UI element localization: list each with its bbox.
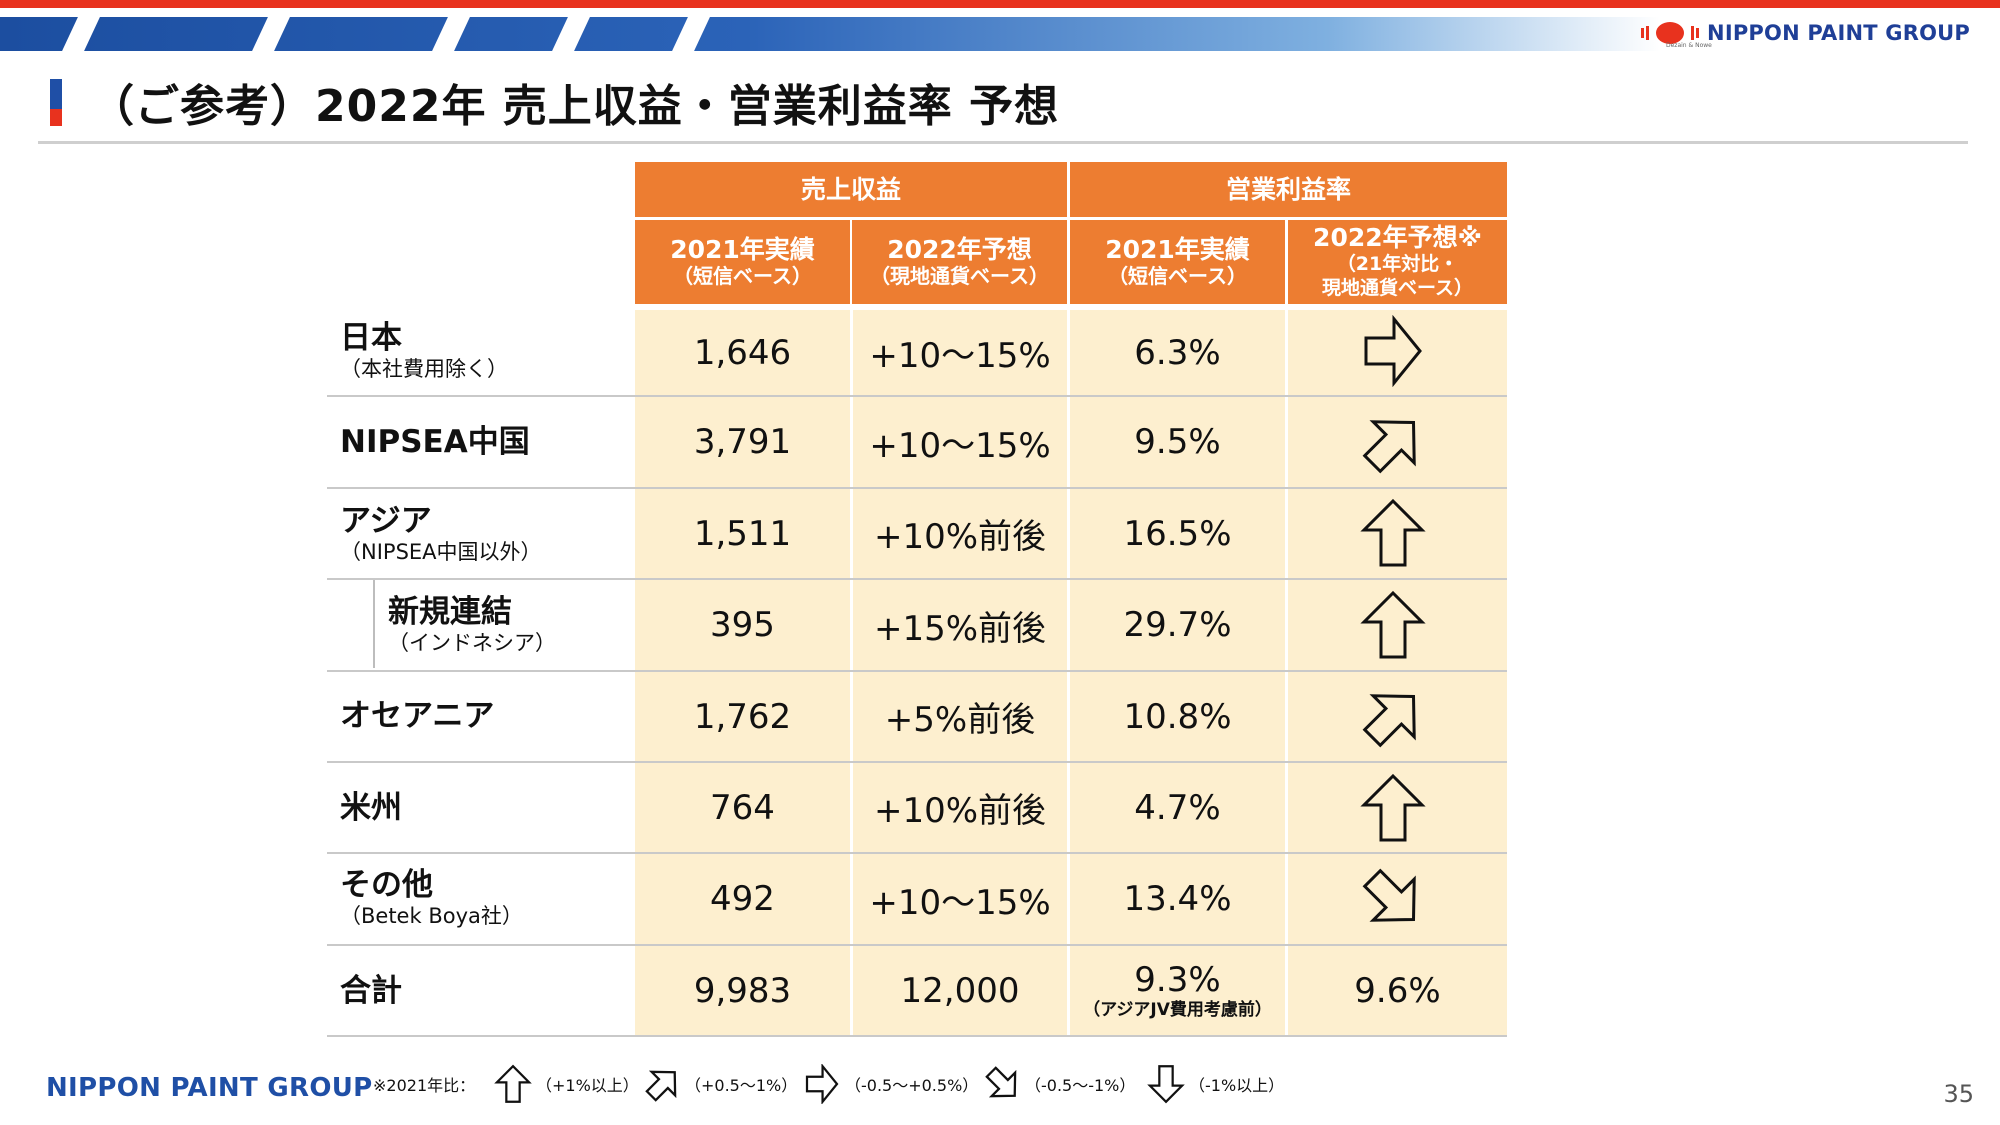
cell-new-rev2021: 395 [710,605,775,645]
right-arrow-icon [1364,315,1422,387]
down-right-arrow-icon [985,1066,1017,1098]
brand-logo-icon [1639,20,1701,46]
cell-japan-rev2022: +10～15% [869,336,1051,376]
down-right-arrow-icon [1362,868,1416,922]
up-arrow-icon [1360,498,1426,567]
page-title: （ご参考）2022年 売上収益・営業利益率 予想 [90,81,1060,132]
cell-oceania-rev2021: 1,762 [693,696,792,737]
up-arrow-icon [1360,590,1426,659]
legend-item-down-right: （-0.5～-1%） [983,1063,1135,1105]
subregion-indent-line [373,580,375,668]
cell-japan-op2021: 6.3% [1134,332,1221,373]
cell-total-rev2021: 9,983 [693,970,792,1011]
cell-americas-rev2022: +10%前後 [873,791,1047,831]
page-number: 35 [1943,1080,1974,1108]
col-header-op-2022: 2022年予想※ （21年対比・ 現地通貨ベース） [1288,220,1507,304]
cell-asia-op2021: 16.5% [1123,513,1232,554]
row-label-asia: アジア （NIPSEA中国以外） [340,503,542,564]
row-label-americas: 米州 [340,790,402,826]
row-label-new-consolidation: 新規連結 （インドネシア） [388,594,556,655]
cell-americas-rev2021: 764 [710,787,775,828]
cell-others-rev2022: +10～15% [869,882,1051,923]
total-op2021-value: 9.3% [1134,959,1221,1000]
row-label-others: その他 （Betek Boya社） [340,867,523,928]
cell-total-op2022: 9.6% [1354,970,1441,1011]
cell-new-op2021: 29.7% [1123,605,1232,645]
column-separator [850,310,853,1037]
footer-brand: NIPPON PAINT GROUP [46,1073,373,1103]
total-op2021-note: （アジアJV費用考慮前） [1083,999,1272,1020]
cell-oceania-rev2022: +5%前後 [884,700,1036,740]
up-right-arrow-icon [645,1070,677,1102]
cell-others-rev2021: 492 [710,879,775,919]
column-separator [1067,310,1070,1037]
cell-japan-rev2021: 1,646 [693,332,792,373]
cell-nipsea-op2021: 9.5% [1134,422,1221,462]
col-header-rev-2022: 2022年予想 （現地通貨ベース） [852,220,1067,304]
legend-item-up-right: （+0.5～1%） [643,1063,797,1105]
title-marker [50,79,62,126]
row-separator [327,852,1507,854]
header-revenue: 売上収益 [635,162,1067,217]
column-separator [1285,310,1288,1037]
up-right-arrow-icon [1362,420,1416,474]
cell-new-rev2022: +15%前後 [873,608,1047,649]
row-separator [327,944,1507,946]
brand-subtext: Dezain & Nowe [1666,42,1712,49]
cell-nipsea-rev2021: 3,791 [693,422,792,462]
down-arrow-icon [1147,1065,1185,1104]
row-label-oceania: オセアニア [340,698,495,734]
cell-total-op2021: 9.3% （アジアJV費用考慮前） [1070,946,1285,1035]
legend-item-right: （-0.5～+0.5%） [801,1063,978,1105]
header-brand: NIPPON PAINT GROUP [1639,20,1970,46]
legend-item-down: （-1%以上） [1145,1063,1284,1105]
up-right-arrow-icon [1362,694,1416,748]
col-header-rev-2021: 2021年実績 （短信ベース） [635,220,850,304]
row-label-total: 合計 [340,973,402,1009]
row-separator [327,395,1507,397]
up-arrow-icon [494,1064,532,1103]
table-bottom-rule [327,1035,1507,1037]
header-brand-text: NIPPON PAINT GROUP [1707,21,1970,45]
row-label-nipsea-china: NIPSEA中国 [340,424,530,460]
cell-others-op2021: 13.4% [1123,879,1232,919]
cell-asia-rev2022: +10%前後 [873,517,1047,557]
legend-prefix: ※2021年比： [373,1076,476,1095]
cell-oceania-op2021: 10.8% [1123,696,1232,737]
up-arrow-icon [1360,773,1426,842]
cell-americas-op2021: 4.7% [1134,787,1221,828]
row-separator [327,578,1507,580]
cell-nipsea-rev2022: +10～15% [869,425,1051,466]
table-body-background [635,310,1507,1037]
col-header-op-2021: 2021年実績 （短信ベース） [1070,220,1285,304]
top-red-bar [0,0,2000,8]
row-separator [327,670,1507,672]
title-divider [38,141,1968,144]
header-operating-margin: 営業利益率 [1070,162,1507,217]
row-label-japan: 日本 （本社費用除く） [340,320,508,381]
legend-item-up: （+1%以上） [492,1063,639,1105]
cell-total-rev2022: 12,000 [900,970,1020,1011]
right-arrow-icon [805,1064,839,1104]
cell-asia-rev2021: 1,511 [693,513,792,554]
top-blue-bar [0,17,1660,51]
row-separator [327,487,1507,489]
row-separator [327,761,1507,763]
